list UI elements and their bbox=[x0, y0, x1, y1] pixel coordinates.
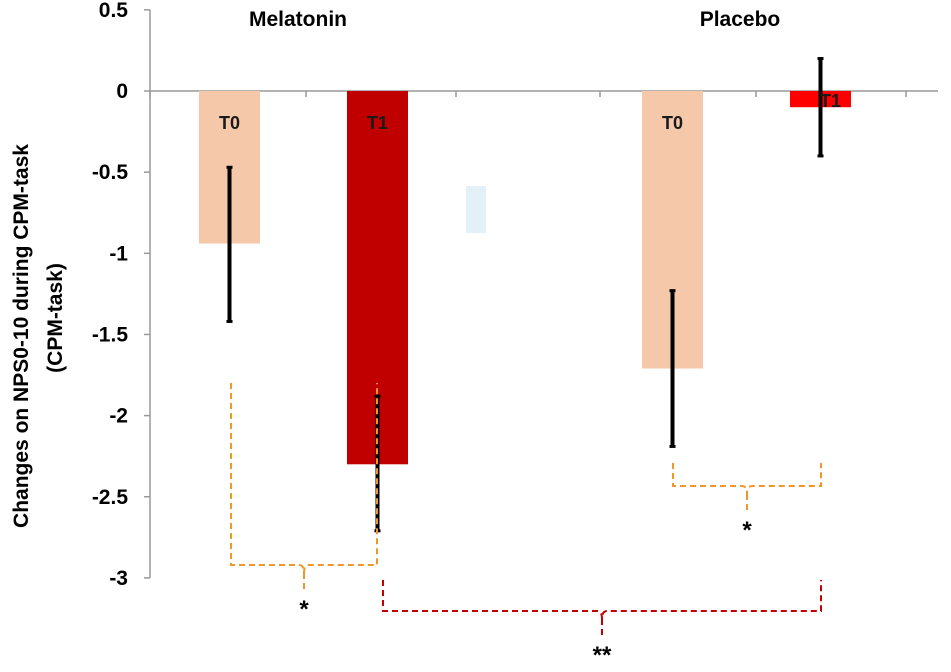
y-tick-label: -3 bbox=[109, 567, 128, 590]
group-label: Placebo bbox=[700, 8, 781, 31]
group-label: Melatonin bbox=[249, 8, 347, 31]
y-axis-title-line1: Changes on NPS0-10 during CPM-task bbox=[10, 144, 33, 528]
significance-brackets: **** bbox=[230, 383, 822, 669]
y-tick-label: -0.5 bbox=[92, 161, 129, 184]
y-tick-label: -1.5 bbox=[92, 323, 129, 346]
bar-label: T0 bbox=[662, 113, 683, 133]
y-tick-label: -2 bbox=[109, 405, 128, 428]
significance-bracket-t1 bbox=[382, 580, 822, 620]
y-tick-label: -1 bbox=[109, 242, 128, 265]
y-axis-title: Changes on NPS0-10 during CPM-task (CPM-… bbox=[10, 144, 67, 528]
group-labels: Melatonin Placebo bbox=[249, 8, 780, 31]
y-axis-title-line2: (CPM-task) bbox=[44, 263, 67, 373]
bar-label: T0 bbox=[219, 113, 240, 133]
bars bbox=[199, 91, 851, 465]
bar-label: T1 bbox=[367, 113, 388, 133]
significance-label: * bbox=[299, 596, 309, 623]
y-axis: 0.5 0 -0.5 -1 -1.5 -2 -2.5 -3 bbox=[92, 0, 151, 590]
y-tick-label: -2.5 bbox=[92, 486, 129, 509]
significance-label: ** bbox=[593, 642, 612, 669]
error-bars bbox=[226, 57, 824, 533]
y-tick-label: 0.5 bbox=[99, 0, 129, 22]
placeholder-mark bbox=[466, 186, 486, 233]
y-tick-label: 0 bbox=[116, 80, 128, 103]
significance-label: * bbox=[742, 517, 752, 544]
significance-bracket-placebo bbox=[672, 463, 822, 495]
bar-label: T1 bbox=[820, 91, 841, 111]
bar-labels: T0 T1 T0 T1 bbox=[219, 91, 841, 133]
